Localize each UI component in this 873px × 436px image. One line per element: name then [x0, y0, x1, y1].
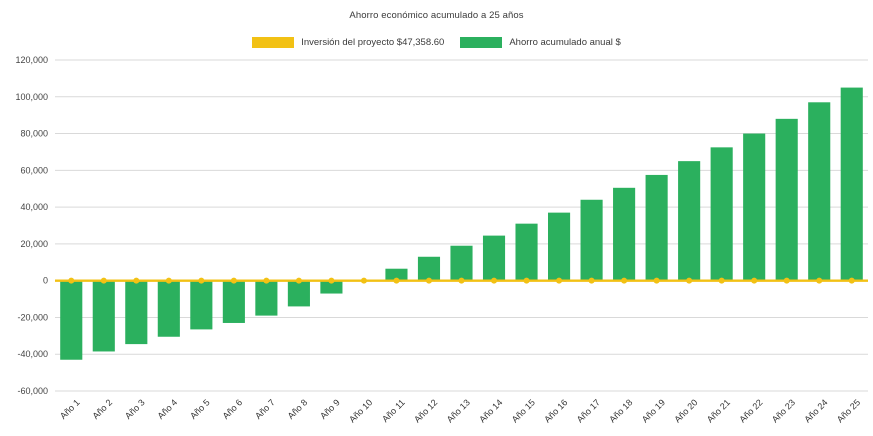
legend-item-savings: Ahorro acumulado anual $ [460, 37, 621, 48]
investment-line-marker [588, 277, 595, 284]
investment-line-marker [198, 277, 205, 284]
bar [808, 102, 831, 281]
investment-line-marker [295, 277, 302, 284]
x-tick-label: Año 16 [542, 397, 569, 424]
x-tick-label: Año 4 [156, 397, 180, 421]
x-tick-label: Año 20 [672, 397, 699, 424]
bar [190, 280, 213, 330]
x-tick-label: Año 10 [347, 397, 374, 424]
bar [678, 161, 701, 281]
y-tick-label: 40,000 [20, 202, 48, 212]
chart-title: Ahorro económico acumulado a 25 años [349, 10, 524, 21]
bar [482, 235, 506, 281]
bar [710, 147, 733, 281]
savings-legend-swatch [460, 37, 503, 48]
x-tick-label: Año 17 [575, 397, 602, 424]
x-tick-label: Año 3 [123, 397, 147, 421]
investment-line-marker [848, 277, 855, 284]
bar [417, 256, 441, 281]
investment-line-marker [751, 277, 758, 284]
investment-line-marker [491, 277, 498, 284]
bar [840, 87, 863, 281]
legend-item-investment: Inversión del proyecto $47,358.60 [252, 37, 444, 48]
y-tick-label: -20,000 [17, 312, 48, 322]
investment-line-marker [360, 277, 367, 284]
x-tick-label: Año 8 [286, 397, 310, 421]
bar [613, 187, 636, 281]
investment-line-marker [718, 277, 725, 284]
investment-line-marker [425, 277, 432, 284]
investment-line-marker [621, 277, 628, 284]
investment-line-marker [165, 277, 172, 284]
investment-line-marker [523, 277, 530, 284]
x-tick-label: Año 22 [737, 397, 764, 424]
y-tick-label: -60,000 [17, 386, 48, 396]
y-tick-label: 20,000 [20, 239, 48, 249]
x-tick-label: Año 9 [318, 397, 342, 421]
x-tick-label: Año 6 [221, 397, 245, 421]
x-tick-label: Año 24 [802, 397, 829, 424]
investment-line-marker [393, 277, 400, 284]
investment-line-marker [653, 277, 660, 284]
bar [385, 268, 408, 281]
x-tick-label: Año 13 [445, 397, 472, 424]
bar [320, 280, 343, 294]
bar [515, 223, 538, 281]
bar [580, 199, 603, 281]
bar [92, 280, 115, 352]
y-tick-label: -40,000 [17, 349, 48, 359]
bar [255, 280, 278, 316]
x-tick-label: Año 23 [770, 397, 797, 424]
x-tick-label: Año 1 [58, 397, 82, 421]
bar [775, 118, 798, 281]
bar [743, 133, 766, 281]
x-tick-label: Año 2 [90, 397, 114, 421]
y-tick-label: 100,000 [15, 92, 48, 102]
investment-line-marker [230, 277, 237, 284]
investment-line-marker [263, 277, 270, 284]
bar [450, 245, 473, 281]
x-tick-label: Año 15 [510, 397, 537, 424]
investment-line-marker [783, 277, 790, 284]
y-tick-label: 60,000 [20, 165, 48, 175]
y-tick-label: 120,000 [15, 55, 48, 65]
investment-line-marker [100, 277, 107, 284]
x-tick-label: Año 21 [705, 397, 732, 424]
x-tick-label: Año 11 [380, 397, 407, 424]
investment-line-marker [458, 277, 465, 284]
investment-line-marker [686, 277, 693, 284]
bar [222, 280, 245, 323]
x-tick-label: Año 7 [253, 397, 277, 421]
investment-line-marker [816, 277, 823, 284]
bar [287, 280, 310, 307]
y-tick-label: 0 [43, 276, 48, 286]
y-tick-label: 80,000 [20, 129, 48, 139]
bar [60, 280, 83, 360]
investment-legend-label: Inversión del proyecto $47,358.60 [301, 37, 445, 48]
investment-legend-swatch [252, 37, 295, 48]
bar [548, 212, 571, 281]
chart-legend: Inversión del proyecto $47,358.60 Ahorro… [0, 37, 873, 48]
investment-line-marker [328, 277, 335, 284]
x-tick-label: Año 12 [412, 397, 439, 424]
investment-line-marker [556, 277, 563, 284]
x-tick-label: Año 25 [835, 397, 862, 424]
bar [645, 174, 668, 281]
investment-line-marker [68, 277, 75, 284]
savings-legend-label: Ahorro acumulado anual $ [509, 37, 621, 48]
investment-line-marker [133, 277, 140, 284]
bar [157, 280, 180, 337]
x-tick-label: Año 5 [188, 397, 212, 421]
x-tick-label: Año 19 [640, 397, 667, 424]
bar [125, 280, 148, 345]
x-tick-label: Año 18 [607, 397, 634, 424]
x-tick-label: Año 14 [477, 397, 504, 424]
